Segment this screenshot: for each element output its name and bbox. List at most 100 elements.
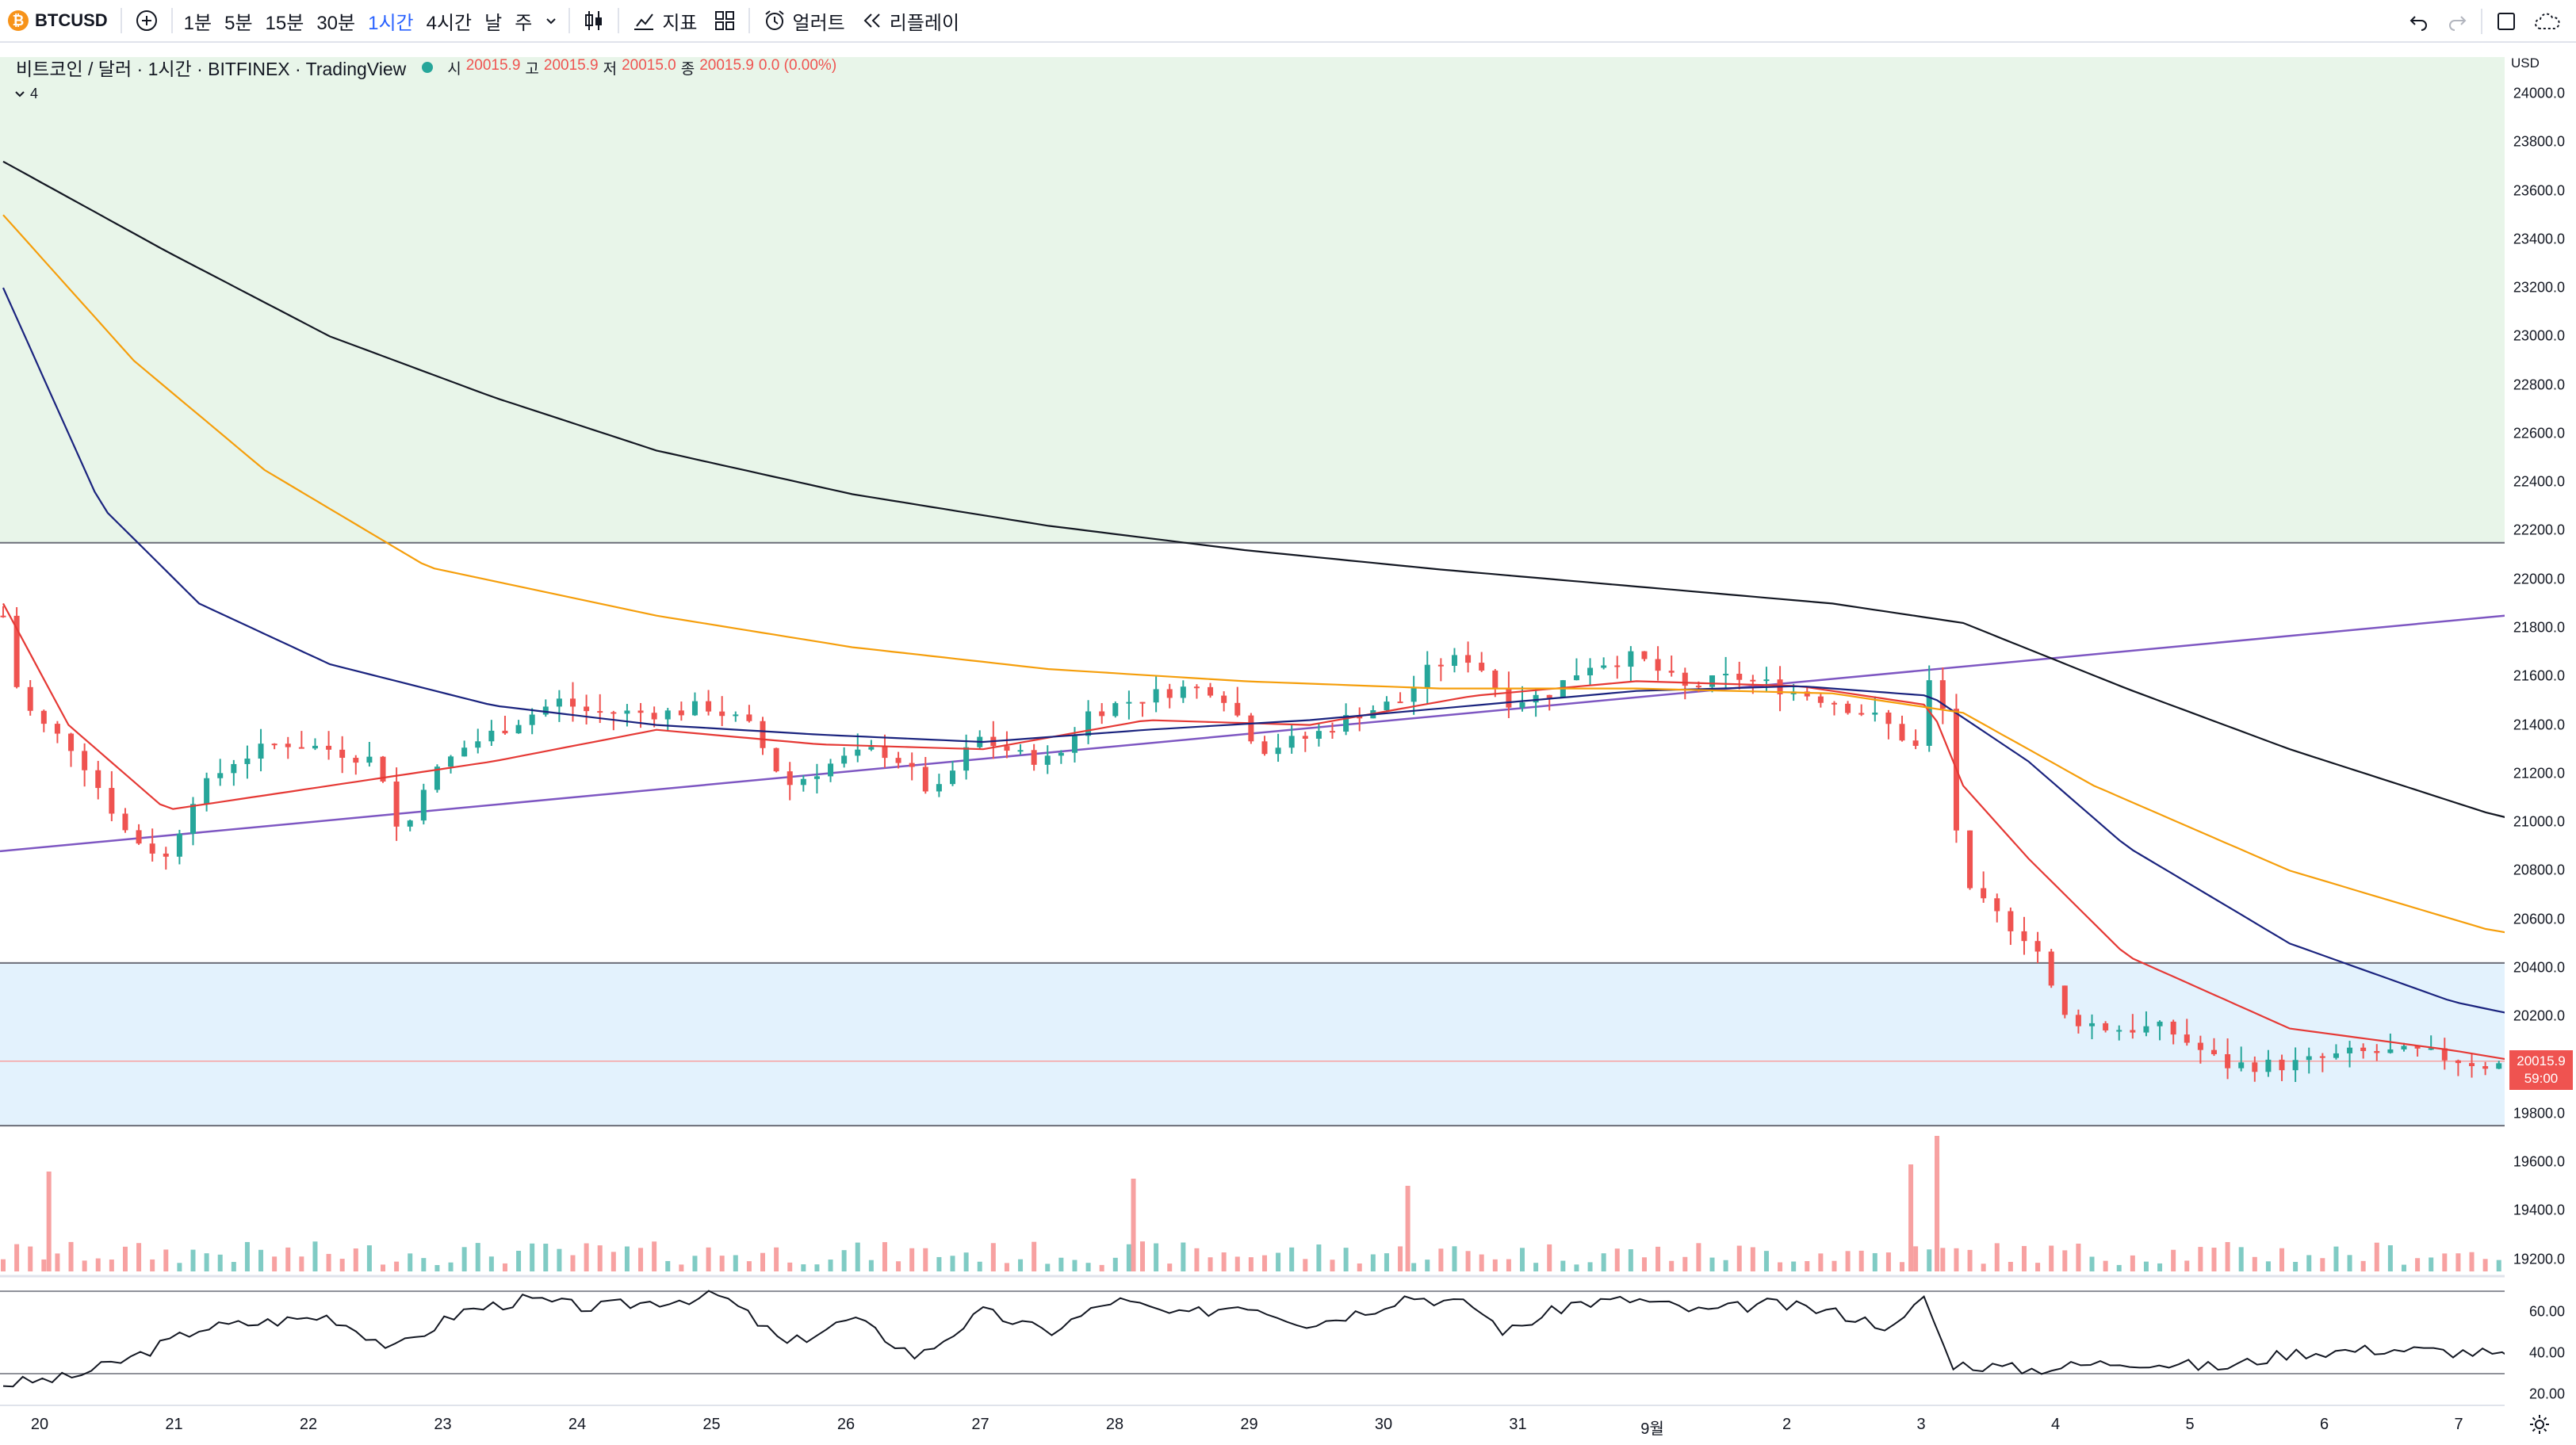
candle-body [1804,691,1810,697]
chart-legend: 비트코인 / 달러 · 1시간 · BITFINEX · TradingView… [16,54,836,81]
candle-body [2170,1021,2176,1035]
tf-4h[interactable]: 4시간 [426,12,473,34]
candle-body [813,776,820,779]
volume-spike-bar [1908,1164,1914,1271]
close-value: 20015.9 [699,56,754,74]
candle-body [1017,750,1024,752]
candle-body [1479,663,1485,671]
candle-body [312,745,318,749]
cloud-save-button[interactable] [2525,0,2576,43]
tf-5m[interactable]: 5분 [224,12,253,34]
volume-bar [936,1256,942,1271]
volume-bar [1913,1246,1919,1271]
current-price-value: 20015.9 [2517,1053,2566,1068]
candle-body [0,615,6,617]
candle-body [2360,1047,2367,1051]
volume-bar [1085,1263,1091,1271]
indicators-button[interactable]: 지표 [624,0,705,42]
candle-body [1180,686,1186,698]
volume-bar [828,1260,833,1271]
alert-button[interactable]: 얼러트 [755,0,853,42]
candle-body [2265,1059,2272,1072]
volume-bar [461,1247,467,1271]
candle-body [502,730,508,734]
volume-bar [1533,1263,1539,1271]
open-value: 20015.9 [465,56,521,74]
price-label: 19200.0 [2513,1251,2565,1267]
volume-bar [990,1243,996,1271]
volume-spike-bar [1935,1157,1940,1271]
change-value: 0.0 (0.00%) [758,56,837,74]
candle-body [136,830,142,844]
candle-body [950,770,956,785]
volume-bar [394,1261,400,1271]
candle-body [1384,701,1390,711]
volume-bar [2279,1248,2285,1271]
symbol-search-button[interactable]: ₿ BTCUSD [0,0,116,42]
candle-body [2347,1047,2353,1053]
chart-type-button[interactable] [575,0,613,42]
currency-label[interactable]: USD [2511,55,2540,71]
undo-button[interactable] [2400,0,2438,43]
price-label: 20200.0 [2513,1007,2565,1024]
volume-bar [1154,1243,1159,1271]
tf-1h[interactable]: 1시간 [368,12,414,34]
volume-bar [1465,1251,1471,1271]
candle-body [556,698,562,707]
volume-bar [204,1253,209,1271]
volume-bar [977,1261,982,1271]
volume-bar [1140,1241,1146,1271]
candle-body [1926,680,1932,746]
volume-bar [1438,1248,1444,1271]
time-axis[interactable]: 20 21 22 23 24 25 26 27 28 29 30 31 9월 2 3 4 5 6 7 [0,1405,2505,1445]
candle-body [1302,736,1308,739]
volume-bar [421,1258,427,1271]
volume-bar [28,1246,33,1271]
price-chart[interactable] [0,44,2505,1405]
candle-body [882,747,888,759]
candle-body [2225,1053,2231,1068]
layout-select-button[interactable] [2487,0,2525,43]
gear-icon[interactable] [2528,1413,2551,1436]
price-scale[interactable]: USD 24000.0 23800.0 23600.0 23400.0 23200.0 2… [2505,44,2576,1405]
candle-body [1492,670,1499,689]
candle-body [1736,673,1743,680]
redo-button[interactable] [2438,0,2476,43]
tf-1m[interactable]: 1분 [183,12,212,34]
candle-body [2008,911,2014,931]
volume-bar [2455,1253,2461,1271]
candle-body [1981,888,1987,899]
volume-bar [909,1248,915,1271]
volume-bar [597,1245,603,1271]
candle-body [2455,1060,2461,1064]
volume-bar [665,1260,671,1271]
candle-body [1899,724,1905,741]
volume-bar [2265,1261,2271,1271]
volume-bar [1669,1260,1675,1271]
tf-week[interactable]: 주 [515,12,533,34]
volume-bar [2442,1253,2448,1271]
indicator-collapse-toggle[interactable]: 4 [14,86,38,102]
compare-add-button[interactable] [127,0,167,42]
price-label: 21400.0 [2513,717,2565,733]
price-label: 22000.0 [2513,571,2565,587]
tf-15m[interactable]: 15분 [265,12,304,34]
candle-body [760,721,766,748]
timeframe-dropdown-button[interactable] [538,0,564,42]
price-label: 19400.0 [2513,1202,2565,1218]
high-value: 20015.9 [543,56,599,74]
price-label: 20600.0 [2513,911,2565,927]
alert-label: 얼러트 [792,12,845,34]
volume-bar [1167,1263,1173,1271]
volume-bar [1221,1252,1227,1271]
candle-body [1193,686,1200,689]
volume-bar [1234,1256,1240,1271]
replay-button[interactable]: 리플레이 [853,0,967,42]
volume-bar [584,1243,589,1271]
tf-day[interactable]: 날 [484,12,503,34]
volume-bar [299,1256,304,1271]
layouts-button[interactable] [706,0,744,42]
price-label: 23800.0 [2513,133,2565,150]
tf-30m[interactable]: 30분 [316,12,356,34]
candle-body [204,778,210,805]
